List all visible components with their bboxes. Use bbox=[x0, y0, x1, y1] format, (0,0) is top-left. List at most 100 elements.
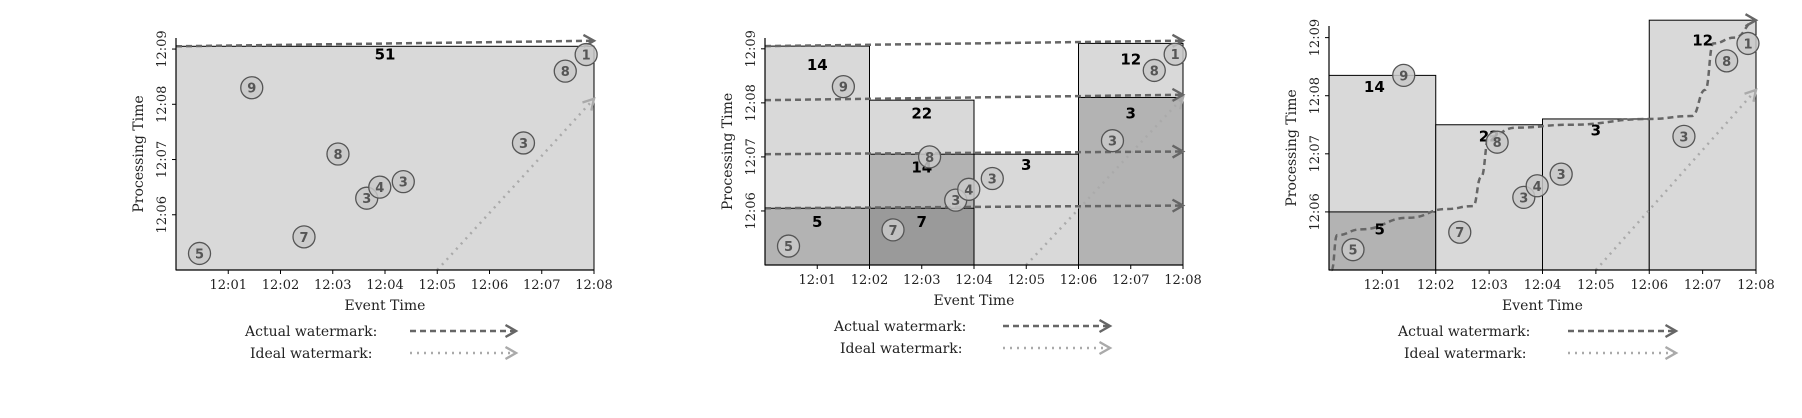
x-tick-label: 12:04 bbox=[366, 278, 403, 293]
window-sum-label: 12 bbox=[1692, 32, 1713, 50]
data-point-label: 3 bbox=[951, 194, 960, 209]
y-tick-label: 12:08 bbox=[155, 86, 170, 123]
x-tick-label: 12:07 bbox=[1684, 278, 1721, 293]
window-sum-label: 14 bbox=[807, 56, 828, 74]
x-axis-title: Event Time bbox=[345, 298, 426, 314]
x-tick-label: 12:06 bbox=[471, 278, 508, 293]
x-axis-title: Event Time bbox=[1502, 298, 1583, 314]
x-tick-label: 12:01 bbox=[1364, 278, 1401, 293]
data-point-label: 7 bbox=[299, 231, 308, 246]
data-point bbox=[1341, 238, 1365, 262]
data-point-label: 4 bbox=[375, 181, 384, 196]
y-tick-label: 12:09 bbox=[744, 30, 759, 67]
y-tick-label: 12:06 bbox=[1308, 193, 1323, 230]
data-point bbox=[1714, 49, 1739, 73]
window-pane bbox=[175, 45, 595, 271]
y-tick-label: 12:06 bbox=[155, 196, 170, 233]
legend-ideal-label: Ideal watermark: bbox=[840, 341, 963, 357]
data-point bbox=[1549, 162, 1573, 186]
x-tick-label: 12:02 bbox=[851, 273, 888, 288]
x-tick-label: 12:01 bbox=[210, 278, 247, 293]
data-point bbox=[511, 131, 536, 155]
x-tick-label: 12:08 bbox=[1164, 273, 1201, 288]
legend-ideal-label: Ideal watermark: bbox=[1404, 346, 1527, 362]
data-point-label: 8 bbox=[925, 151, 934, 166]
window-pane bbox=[1542, 118, 1650, 271]
x-tick-label: 12:03 bbox=[314, 278, 351, 293]
data-point-label: 8 bbox=[1722, 55, 1731, 70]
data-point bbox=[1100, 129, 1125, 153]
data-point bbox=[957, 177, 981, 201]
y-tick-label: 12:07 bbox=[1308, 135, 1323, 172]
x-tick-label: 12:02 bbox=[262, 278, 299, 293]
ideal-watermark-line bbox=[1594, 88, 1758, 271]
data-point-label: 9 bbox=[839, 81, 848, 96]
data-point-label: 4 bbox=[1533, 180, 1542, 195]
data-point-label: 3 bbox=[1519, 191, 1528, 206]
data-point bbox=[1448, 220, 1472, 244]
y-axis-title: Processing Time bbox=[1284, 89, 1300, 206]
panel-global: 12:01 12:02 12:03 12:04 12:05 12:06 12:07 12:08… bbox=[131, 30, 613, 314]
legend-ideal-label: Ideal watermark: bbox=[250, 346, 373, 362]
x-tick-label: 12:07 bbox=[1112, 273, 1149, 288]
data-point-label: 3 bbox=[519, 137, 528, 152]
data-point bbox=[391, 169, 415, 194]
data-point-label: 7 bbox=[888, 224, 897, 239]
data-point-label: 8 bbox=[333, 148, 342, 163]
legend-global: Actual watermark: Ideal watermark: bbox=[244, 323, 519, 362]
data-point-label: 3 bbox=[1557, 168, 1566, 183]
legend-actual-label: Actual watermark: bbox=[833, 319, 966, 335]
x-tick-label: 12:08 bbox=[575, 278, 612, 293]
data-point-label: 4 bbox=[964, 183, 973, 198]
data-point bbox=[240, 76, 264, 100]
x-tick-label: 12:04 bbox=[955, 273, 992, 288]
window-sum-label: 5 bbox=[812, 213, 822, 231]
data-point-label: 8 bbox=[1493, 136, 1502, 151]
data-point-label: 3 bbox=[1679, 130, 1688, 145]
data-point bbox=[326, 142, 350, 166]
data-point bbox=[881, 218, 905, 242]
panel-fixed-windows-heuristic: 12:01 12:02 12:03 12:04 12:05 12:06 12:07 12:08… bbox=[720, 30, 1202, 309]
data-point bbox=[980, 166, 1004, 191]
y-axis-title: Processing Time bbox=[131, 95, 147, 212]
y-tick-label: 12:07 bbox=[155, 141, 170, 178]
window-sum-label: 12 bbox=[1120, 51, 1141, 69]
data-point-label: 3 bbox=[1108, 135, 1117, 150]
data-point-label: 1 bbox=[1171, 48, 1180, 63]
data-point bbox=[1736, 31, 1760, 56]
x-tick-label: 12:04 bbox=[1524, 278, 1561, 293]
legend-actual-label: Actual watermark: bbox=[1397, 324, 1530, 340]
x-tick-label: 12:05 bbox=[419, 278, 456, 293]
window-sum-label: 3 bbox=[1021, 156, 1031, 174]
data-point bbox=[1485, 130, 1509, 154]
x-tick-label: 12:02 bbox=[1417, 278, 1454, 293]
actual-watermark-line bbox=[1330, 13, 1759, 272]
data-point bbox=[187, 241, 212, 266]
y-tick-label: 12:09 bbox=[155, 30, 170, 67]
x-tick-label: 12:06 bbox=[1060, 273, 1097, 288]
window-pane bbox=[1078, 96, 1184, 266]
data-point bbox=[1672, 124, 1696, 149]
y-axis-title: Processing Time bbox=[720, 93, 736, 210]
panel-fixed-windows-watermark: 12:01 12:02 12:03 12:04 12:05 12:06 12:07 12:08… bbox=[1284, 13, 1775, 314]
legend-watermark: Actual watermark: Ideal watermark: bbox=[1397, 323, 1679, 362]
window-sum-label: 3 bbox=[1591, 122, 1601, 140]
x-tick-label: 12:03 bbox=[903, 273, 940, 288]
data-point bbox=[553, 59, 577, 83]
window-sum-label: 14 bbox=[1364, 78, 1385, 96]
window-sum-label: 22 bbox=[911, 105, 932, 123]
data-point bbox=[574, 42, 598, 67]
x-tick-label: 12:08 bbox=[1737, 278, 1774, 293]
y-tick-label: 12:08 bbox=[744, 84, 759, 121]
data-point-label: 1 bbox=[582, 49, 591, 64]
data-point-label: 3 bbox=[988, 173, 997, 188]
window-sum-label: 51 bbox=[375, 46, 396, 64]
data-point-label: 7 bbox=[1455, 226, 1464, 241]
y-tick-label: 12:08 bbox=[1308, 77, 1323, 114]
data-point bbox=[917, 145, 942, 169]
x-tick-label: 12:01 bbox=[799, 273, 836, 288]
data-point-label: 5 bbox=[1348, 244, 1357, 259]
y-tick-label: 12:09 bbox=[1308, 19, 1323, 56]
legend-heuristic: Actual watermark: Ideal watermark: bbox=[833, 318, 1113, 357]
